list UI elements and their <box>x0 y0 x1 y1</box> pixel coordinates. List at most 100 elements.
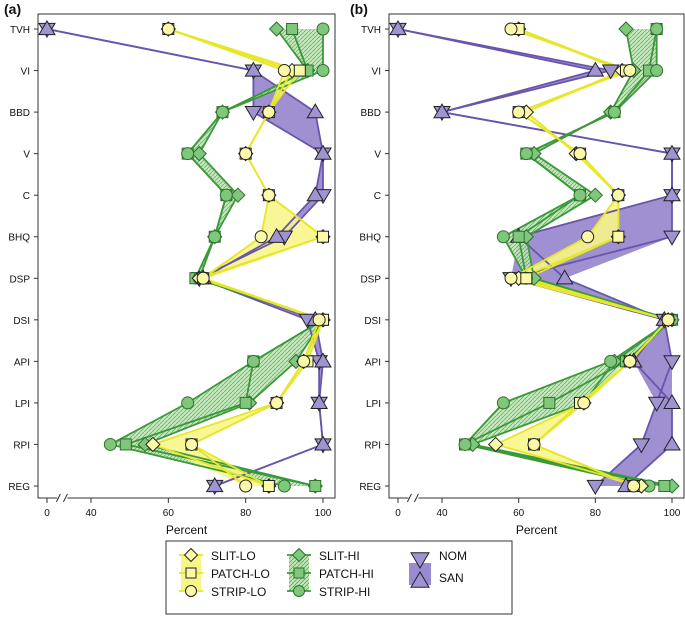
point-strip-hi-bbd <box>608 105 621 119</box>
point-patch-hi-lpi <box>239 396 252 409</box>
point-patch-lo-dsp <box>520 272 533 285</box>
point-strip-hi-vi <box>650 64 664 78</box>
y-tick-label-lpi: LPI <box>15 399 30 410</box>
point-nom-bhq <box>663 230 681 246</box>
axis-break-mark <box>62 493 68 503</box>
x-tick-label-100: 100 <box>664 508 681 519</box>
band-lo <box>152 29 323 486</box>
y-tick-label-reg: REG <box>8 482 30 493</box>
plot-frame <box>388 13 685 499</box>
point-strip-lo-lpi <box>270 396 284 410</box>
point-san-bbd <box>433 103 451 119</box>
axis-break-mark <box>55 493 61 503</box>
legend-marker-strip-lo <box>185 585 197 597</box>
x-tick-label-80: 80 <box>590 508 602 519</box>
legend-label-patch-lo: PATCH-LO <box>211 567 270 581</box>
plot-frame <box>37 13 336 499</box>
point-strip-hi-api <box>246 354 260 368</box>
y-tick-label-v: V <box>23 150 30 161</box>
point-strip-lo-lpi <box>577 396 591 410</box>
point-san-api <box>314 352 332 368</box>
point-strip-hi-tvh <box>650 22 664 36</box>
point-san-bhq <box>267 227 286 243</box>
point-san-lpi <box>310 393 329 410</box>
point-san-c <box>306 186 325 202</box>
point-strip-lo-reg <box>239 479 253 493</box>
legend-marker-patch-lo <box>185 567 197 579</box>
y-tick-label-api: API <box>365 357 381 368</box>
point-strip-lo-bbd <box>512 105 526 119</box>
legend-marker-slit-hi <box>291 547 307 563</box>
series-line-patch-hi <box>122 28 326 487</box>
point-strip-lo-vi <box>623 64 637 78</box>
legend-marker-san <box>410 571 430 588</box>
point-strip-lo-rpi <box>527 437 541 451</box>
y-tick-label-lpi: LPI <box>366 399 381 410</box>
axis-break-mark <box>406 493 412 503</box>
panel-a: (a) TVH VI BBD V C BHQ DSP DSI API LPI RPI REG 0 40 60 8… <box>4 1 336 537</box>
bands <box>47 29 323 486</box>
point-strip-lo-dsi <box>312 313 326 327</box>
point-san-tvh <box>389 20 407 36</box>
point-san-vi <box>244 61 263 77</box>
point-strip-lo-bhq <box>254 230 268 244</box>
point-strip-lo-rpi <box>185 437 199 451</box>
point-slit-hi-c <box>587 187 604 203</box>
y-tick-label-vi: VI <box>372 67 381 78</box>
point-san-lpi <box>663 393 681 410</box>
legend-label-strip-hi: STRIP-HI <box>319 585 370 599</box>
legend-marker-slit-lo <box>183 547 199 563</box>
x-tick-label-40: 40 <box>436 508 448 519</box>
axis-break-mark <box>413 493 419 503</box>
point-san-dsp <box>555 269 574 285</box>
point-slit-hi-tvh <box>268 21 285 37</box>
point-san-reg <box>205 477 224 493</box>
y-tick-label-c: C <box>23 191 30 202</box>
legend-label-slit-hi: SLIT-HI <box>319 549 360 563</box>
series-line-strip-hi <box>463 29 675 487</box>
y-tick-label-reg: REG <box>359 482 381 493</box>
point-strip-hi-lpi <box>181 396 195 410</box>
y-tick-label-rpi: RPI <box>364 440 381 451</box>
x-tick-label-100: 100 <box>315 508 332 519</box>
legend-marker-strip-hi <box>293 585 305 597</box>
x-tick-label-0: 0 <box>395 508 401 519</box>
point-strip-hi-bhq <box>496 230 510 244</box>
point-san-vi <box>586 61 605 77</box>
point-strip-lo-tvh <box>504 22 518 36</box>
x-tick-label-60: 60 <box>163 508 175 519</box>
y-tick-label-bbd: BBD <box>9 108 30 119</box>
point-strip-lo-bbd <box>262 105 276 119</box>
point-strip-lo-bhq <box>581 230 595 244</box>
point-patch-lo-reg <box>262 480 275 492</box>
point-slit-lo-rpi <box>487 436 504 453</box>
point-nom-vi <box>601 64 620 80</box>
point-strip-lo-vi <box>277 64 291 78</box>
x-axis-label: Percent <box>166 523 208 537</box>
point-patch-hi-lpi <box>543 396 556 409</box>
legend-label-patch-hi: PATCH-HI <box>319 567 374 581</box>
point-strip-hi-bbd <box>215 105 229 119</box>
series-line-strip-hi <box>107 29 326 487</box>
panel-label: (a) <box>4 1 21 17</box>
point-san-rpi <box>663 435 681 451</box>
point-san-c <box>663 186 681 202</box>
point-patch-hi-tvh <box>286 23 299 35</box>
band-hi <box>110 29 323 486</box>
point-patch-lo-bhq <box>317 230 329 243</box>
y-tick-label-bhq: BHQ <box>8 233 30 244</box>
axis-break-gap <box>408 494 419 502</box>
point-nom-reg <box>586 479 605 495</box>
point-strip-hi-lpi <box>496 396 510 410</box>
point-strip-lo-v <box>573 147 587 161</box>
y-tick-label-bhq: BHQ <box>359 233 381 244</box>
legend-label-san: SAN <box>439 571 464 585</box>
y-tick-label-c: C <box>374 191 381 202</box>
y-tick-label-tvh: TVH <box>10 25 30 36</box>
legend-label-slit-lo: SLIT-LO <box>211 549 256 563</box>
point-strip-hi-api <box>604 354 618 368</box>
point-nom-rpi <box>632 438 651 454</box>
y-tick-label-api: API <box>14 357 30 368</box>
